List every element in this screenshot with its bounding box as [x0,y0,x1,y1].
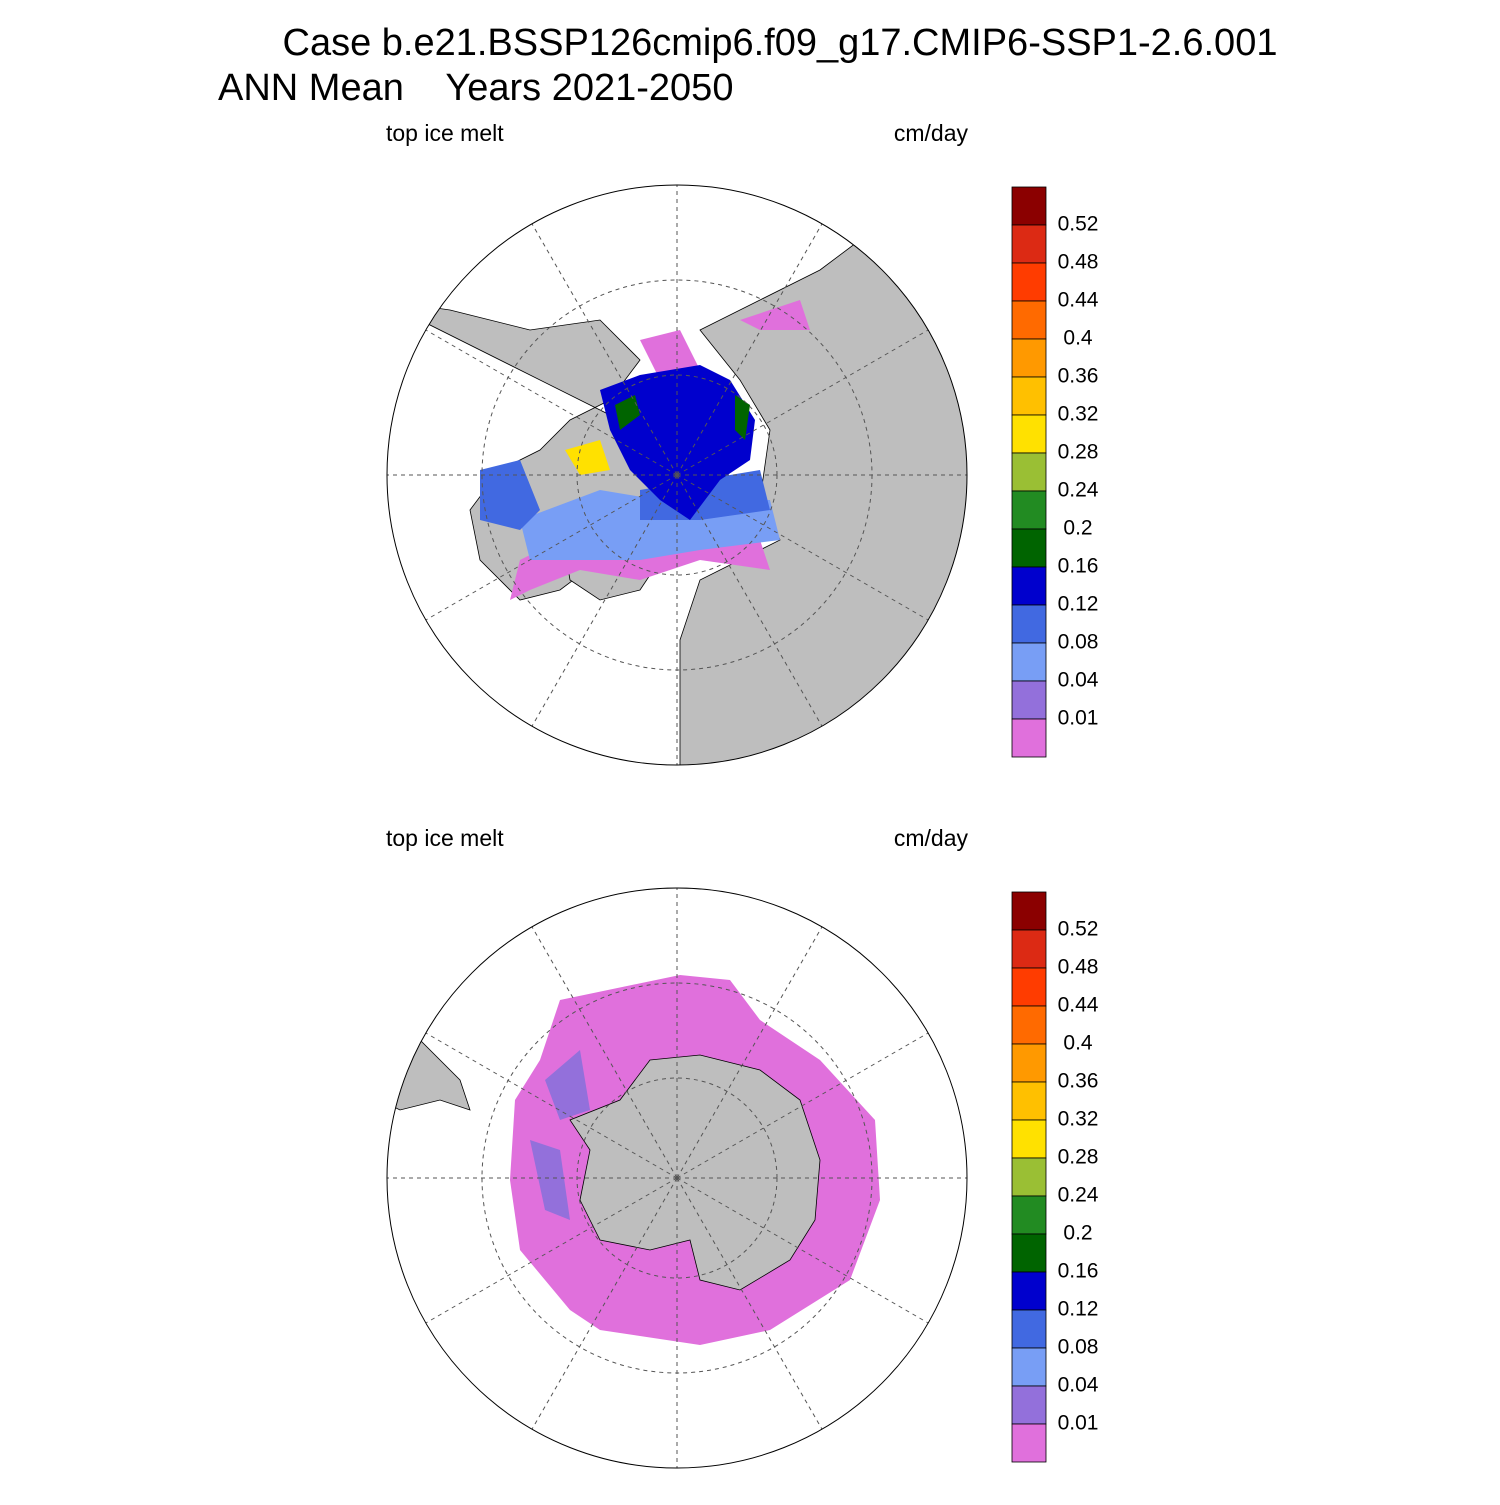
graticule [387,888,967,1468]
title: Case b.e21.BSSP126cmip6.f09_g17.CMIP6-SS… [283,22,1278,64]
colorbar-box [1011,300,1047,340]
colorbar-label: 0.36 [1058,365,1099,388]
longitude-line [676,1177,823,1430]
colorbar-box [1011,376,1047,416]
land [569,1054,821,1291]
colorbar-label: 0.16 [1058,1260,1099,1283]
graticule [387,185,967,765]
colorbar-box [1011,1347,1047,1387]
colorbar-label: 0.08 [1058,1336,1099,1359]
colorbar-label: 0.2 [1063,517,1092,540]
colorbar-box [1011,1271,1047,1311]
colorbar-box [1011,967,1047,1007]
colorbar-label: 0.52 [1058,918,1099,941]
longitude-line [676,223,823,476]
colorbar-box [1011,1119,1047,1159]
colorbar-label: 0.08 [1058,631,1099,654]
panel-right-label: cm/day [894,120,969,146]
colorbar-label: 0.01 [1058,1412,1099,1435]
colorbar-label: 0.32 [1058,1108,1099,1131]
colorbar-label: 0.36 [1058,1070,1099,1093]
panel-left-label: top ice melt [386,120,504,146]
colorbar-label: 0.04 [1058,669,1099,692]
longitude-line [531,474,678,727]
colorbar-box [1011,1043,1047,1083]
colorbar-box [1011,452,1047,492]
colorbar-label: 0.44 [1058,289,1099,312]
colorbar-box [1011,1005,1047,1045]
colorbar-box [1011,224,1047,264]
colorbar-box [1011,680,1047,720]
colorbar-label: 0.4 [1063,327,1093,350]
colorbar-label: 0.12 [1058,1298,1099,1321]
longitude-line [676,474,823,727]
ice-region [615,395,750,440]
ice-region [565,440,610,475]
longitude-line [425,329,678,476]
longitude-line [676,474,929,621]
colorbar-box [1011,414,1047,454]
colorbar-box [1011,718,1047,758]
colorbar-label: 0.2 [1063,1222,1092,1245]
colorbar-label: 0.48 [1058,956,1099,979]
colorbar-box [1011,929,1047,969]
colorbar-label: 0.04 [1058,1374,1099,1397]
longitude-line [531,223,678,476]
colorbar-box [1011,528,1047,568]
colorbar-label: 0.16 [1058,555,1099,578]
longitude-line [676,1177,929,1324]
ice-region [480,460,770,530]
colorbar: 0.52 0.48 0.44 0.4 0.36 0.32 0.28 0.24 0.2 0.16 0.… [1011,186,1099,758]
colorbar-box [1011,262,1047,302]
colorbar-box [1011,1195,1047,1235]
colorbar-label: 0.01 [1058,707,1099,730]
longitude-line [425,1032,678,1179]
colorbar-box [1011,1157,1047,1197]
longitude-line [425,474,678,621]
colorbar-label: 0.44 [1058,994,1099,1017]
longitude-line [676,1032,929,1179]
colorbar-box [1011,642,1047,682]
arctic-map [387,185,967,765]
colorbar-box [1011,891,1047,931]
colorbar-box [1011,186,1047,226]
colorbar: 0.52 0.48 0.44 0.4 0.36 0.32 0.28 0.24 0.2 0.16 0.… [1011,891,1099,1463]
land [679,239,967,765]
colorbar-box [1011,1233,1047,1273]
colorbar-box [1011,566,1047,606]
longitude-line [676,329,929,476]
subtitle: ANN Mean Years 2021-2050 [218,67,733,109]
longitude-line [676,926,823,1179]
colorbar-label: 0.4 [1063,1032,1093,1055]
longitude-line [531,1177,678,1430]
colorbar-box [1011,1309,1047,1349]
map-border [386,184,968,766]
ice-region [640,300,810,380]
colorbar-box [1011,1385,1047,1425]
panel-left-label: top ice melt [386,825,504,851]
colorbar-label: 0.28 [1058,1146,1099,1169]
colorbar-label: 0.32 [1058,403,1099,426]
colorbar-label: 0.48 [1058,251,1099,274]
map-border [386,887,968,1469]
colorbar-label: 0.24 [1058,479,1099,502]
colorbar-box [1011,604,1047,644]
colorbar-box [1011,338,1047,378]
longitude-line [531,926,678,1179]
colorbar-label: 0.52 [1058,213,1099,236]
colorbar-box [1011,1081,1047,1121]
colorbar-label: 0.12 [1058,593,1099,616]
longitude-line [425,1177,678,1324]
colorbar-label: 0.28 [1058,441,1099,464]
colorbar-box [1011,1423,1047,1463]
panel-right-label: cm/day [894,825,969,851]
colorbar-label: 0.24 [1058,1184,1099,1207]
colorbar-box [1011,490,1047,530]
